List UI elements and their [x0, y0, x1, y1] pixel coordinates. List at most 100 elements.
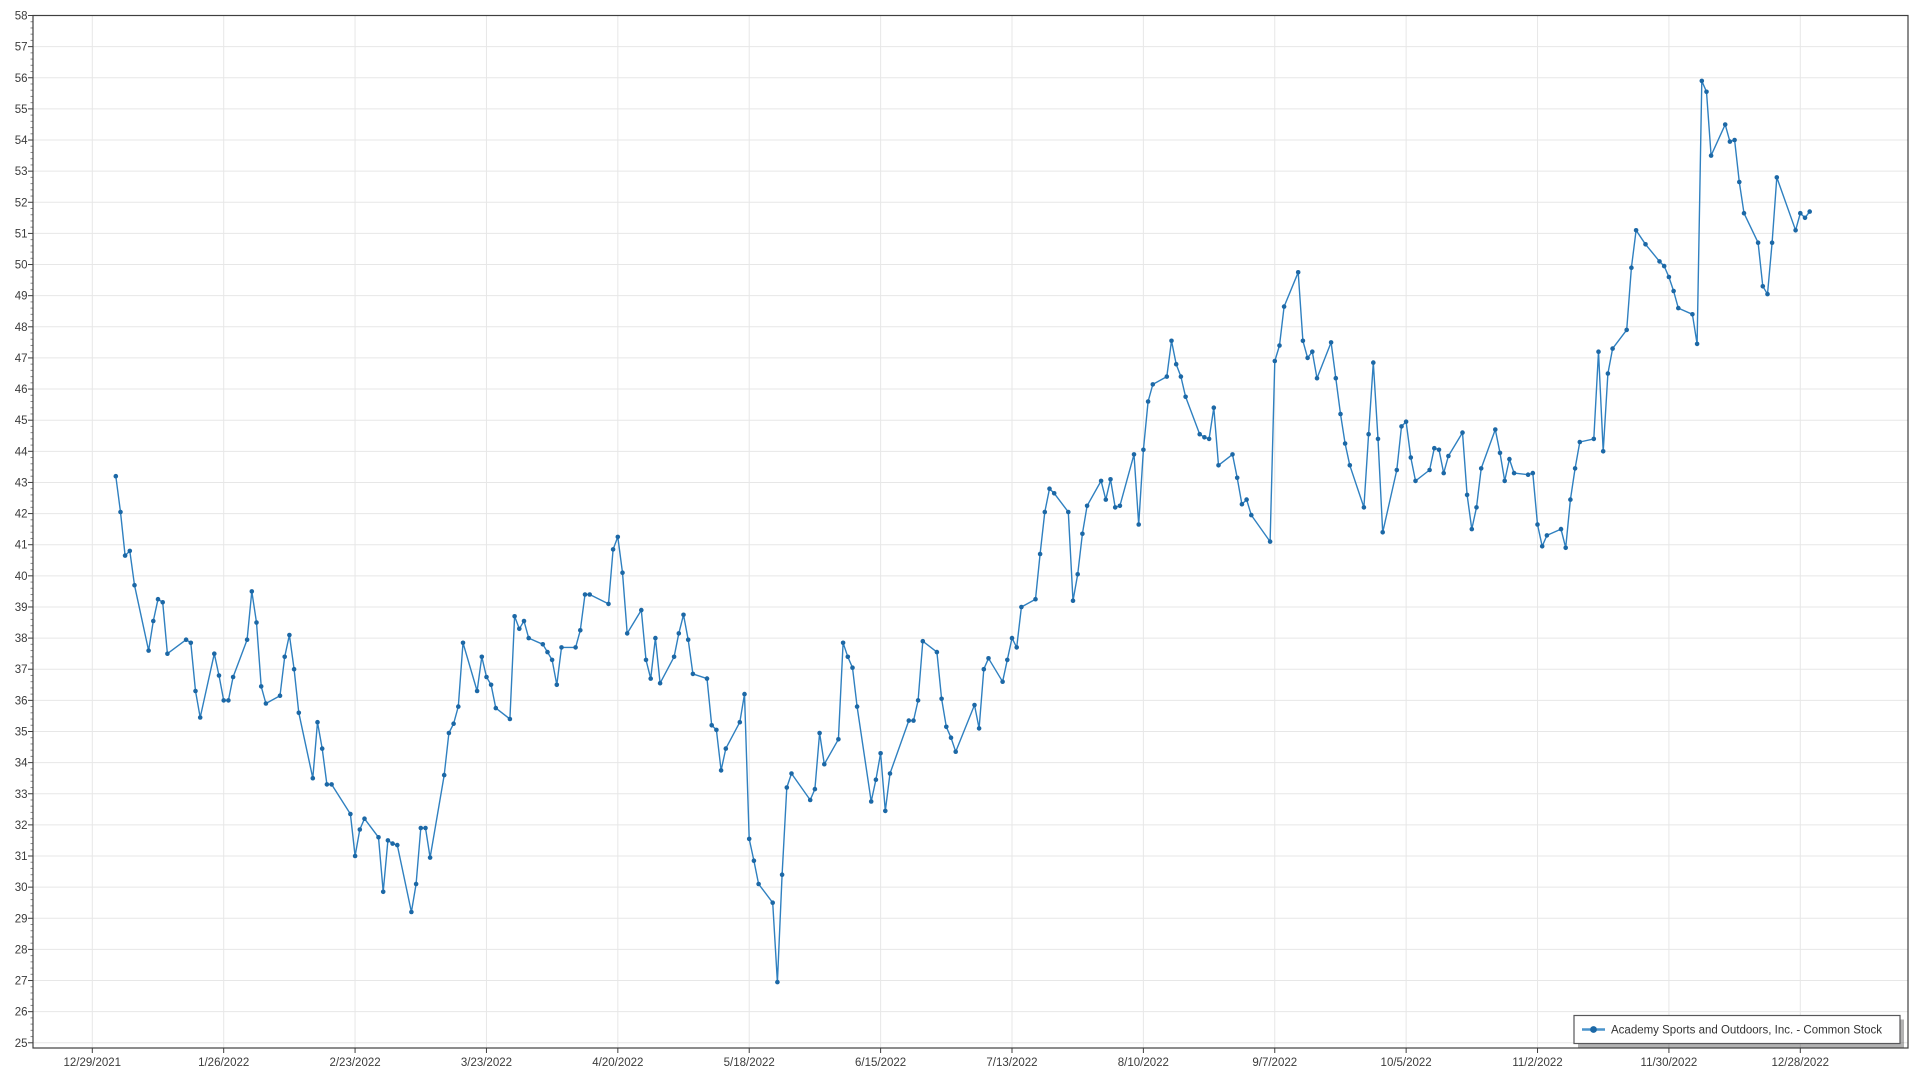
data-point: [784, 785, 790, 790]
legend-box: [1573, 1014, 1901, 1045]
data-point: [1272, 358, 1278, 364]
data-point: [817, 730, 822, 736]
data-point: [1014, 645, 1019, 650]
data-point: [479, 654, 485, 660]
data-point: [512, 614, 517, 619]
data-point: [714, 727, 719, 733]
data-point: [1267, 539, 1273, 544]
data-point: [226, 698, 231, 703]
data-point: [1624, 327, 1629, 333]
y-axis-label: 31: [15, 851, 28, 863]
data-point: [639, 607, 644, 613]
y-axis-label: 55: [15, 104, 28, 116]
y-axis-label: 47: [15, 353, 28, 365]
data-point: [606, 601, 611, 607]
data-point: [1033, 596, 1038, 602]
data-point: [1563, 545, 1568, 551]
data-point: [1704, 89, 1709, 95]
data-point: [1807, 209, 1812, 214]
data-point: [474, 688, 480, 694]
data-point: [263, 701, 269, 706]
y-axis-label: 35: [15, 726, 28, 738]
data-point: [197, 715, 203, 720]
data-point: [770, 900, 775, 905]
data-point: [1173, 361, 1179, 367]
data-point: [953, 749, 958, 754]
data-point: [132, 582, 137, 588]
data-point: [751, 858, 757, 863]
data-point: [1197, 431, 1202, 437]
x-axis-label: 11/30/2022: [1641, 1057, 1698, 1069]
data-point: [1774, 175, 1780, 180]
data-point: [427, 855, 433, 860]
data-point: [277, 693, 283, 698]
plot-border: [32, 14, 1909, 1049]
data-point: [1408, 455, 1414, 460]
x-axis-label: 4/20/2022: [592, 1057, 643, 1069]
data-point: [976, 726, 982, 731]
y-axis-label: 27: [15, 976, 28, 988]
price-series: [113, 78, 1812, 985]
data-point: [1009, 635, 1015, 641]
data-point: [934, 649, 940, 655]
price-line: [115, 80, 1811, 983]
data-point: [329, 782, 334, 787]
data-point: [873, 777, 879, 782]
data-point: [258, 684, 264, 689]
data-point: [1000, 679, 1005, 684]
data-point: [193, 688, 198, 694]
y-axis-label: 53: [15, 166, 28, 178]
data-point: [1544, 533, 1550, 538]
data-point: [1005, 657, 1010, 663]
data-point: [451, 721, 456, 726]
data-point: [1535, 522, 1540, 527]
data-point: [1141, 447, 1146, 453]
data-point: [1793, 228, 1798, 233]
data-point: [418, 825, 424, 831]
data-point: [1380, 530, 1385, 535]
data-point: [1765, 291, 1770, 297]
data-point: [1474, 505, 1479, 510]
data-point: [1047, 486, 1052, 492]
data-point: [620, 570, 625, 575]
data-point: [1075, 572, 1080, 577]
y-axis-label: 58: [15, 11, 28, 23]
data-point: [718, 768, 724, 773]
data-point: [1403, 419, 1409, 425]
data-point: [887, 771, 893, 776]
data-point: [446, 730, 452, 736]
data-point: [380, 889, 386, 895]
data-point: [911, 718, 916, 723]
data-point: [1169, 338, 1174, 344]
data-point: [1676, 305, 1681, 311]
data-point: [1103, 497, 1109, 502]
data-point: [1572, 466, 1578, 471]
data-point: [582, 592, 588, 597]
data-point: [1657, 259, 1662, 264]
data-point: [1042, 509, 1048, 515]
x-axis-label: 11/2/2022: [1512, 1057, 1562, 1069]
data-point: [1178, 374, 1184, 379]
data-point: [484, 674, 489, 680]
data-point: [1699, 78, 1705, 84]
y-axis-label: 49: [15, 291, 28, 303]
data-point: [244, 637, 250, 642]
data-point: [1722, 122, 1728, 127]
axes: 25 26 27 28 29 30 31 32 33 34 35 36 37 38 39 40 41 42 43 44…: [15, 11, 1909, 1069]
data-point: [1741, 210, 1747, 216]
data-point: [1342, 441, 1348, 446]
data-point: [113, 473, 119, 479]
data-point: [775, 979, 780, 985]
data-point: [681, 612, 686, 618]
data-point: [212, 651, 217, 656]
data-point: [521, 618, 527, 624]
data-point: [610, 547, 616, 552]
data-point: [493, 705, 499, 711]
data-point: [840, 640, 846, 646]
data-point: [441, 772, 447, 778]
data-point: [986, 656, 991, 661]
x-axis-label: 9/7/2022: [1252, 1057, 1297, 1069]
data-point: [573, 645, 578, 650]
y-axis-label: 46: [15, 384, 28, 396]
